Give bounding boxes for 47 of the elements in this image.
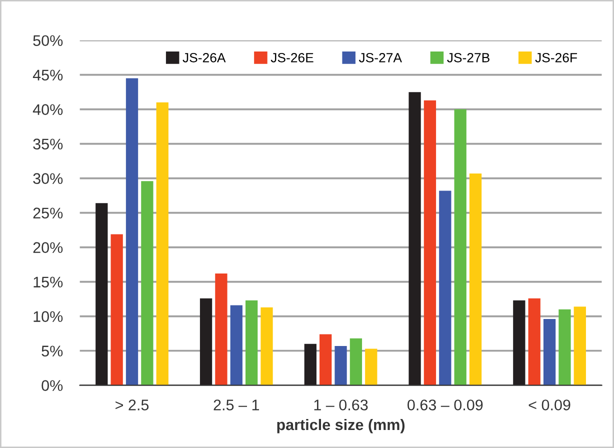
- bar: [528, 298, 540, 386]
- x-tick-label: 0.63 – 0.09: [408, 400, 483, 410]
- y-tick-label: 45%: [32, 70, 63, 80]
- bar: [439, 190, 452, 386]
- y-tick-label: 5%: [42, 346, 63, 356]
- x-tick-label: < 0.09: [528, 400, 570, 410]
- y-tick-label: 25%: [33, 208, 63, 218]
- y-tick-label: 20%: [33, 242, 63, 253]
- bar: [246, 300, 258, 386]
- bar: [320, 334, 332, 386]
- bar: [350, 338, 362, 386]
- bar: [469, 173, 482, 386]
- bar: [365, 348, 378, 386]
- x-tick-label: 1 – 0.63: [314, 400, 368, 410]
- y-tick-label: 35%: [33, 138, 63, 150]
- bar: [110, 234, 123, 386]
- bar: [454, 109, 466, 386]
- legend-label: JS-26E: [270, 53, 314, 62]
- bar: [141, 181, 154, 386]
- legend-label: JS-26F: [535, 53, 577, 62]
- y-tick-label: 40%: [32, 104, 63, 115]
- legend-label: JS-27A: [358, 53, 402, 62]
- x-tick-label: > 2.5: [116, 400, 149, 410]
- bar: [126, 78, 138, 386]
- y-tick-label: 30%: [33, 173, 63, 184]
- bar: [424, 100, 436, 386]
- bar: [230, 305, 242, 386]
- bar: [200, 298, 212, 386]
- bar: [260, 307, 273, 386]
- y-tick-label: 15%: [34, 276, 63, 288]
- x-axis-title: particle size (mm): [277, 418, 405, 434]
- bar: [558, 309, 571, 386]
- bar: [156, 102, 168, 386]
- bar: [215, 274, 228, 386]
- x-tick-label: 2.5 – 1: [214, 400, 260, 410]
- bar: [96, 203, 108, 386]
- bar: [334, 346, 347, 386]
- bar: [513, 300, 526, 386]
- bar: [543, 319, 556, 386]
- bar: [408, 92, 421, 386]
- legend-label: JS-26A: [182, 53, 226, 62]
- legend-label: JS-27B: [447, 53, 490, 62]
- bar: [574, 306, 586, 386]
- bar: [304, 344, 316, 386]
- y-tick-label: 50%: [33, 35, 63, 46]
- y-tick-label: 0%: [42, 380, 63, 391]
- y-tick-label: 10%: [34, 311, 63, 322]
